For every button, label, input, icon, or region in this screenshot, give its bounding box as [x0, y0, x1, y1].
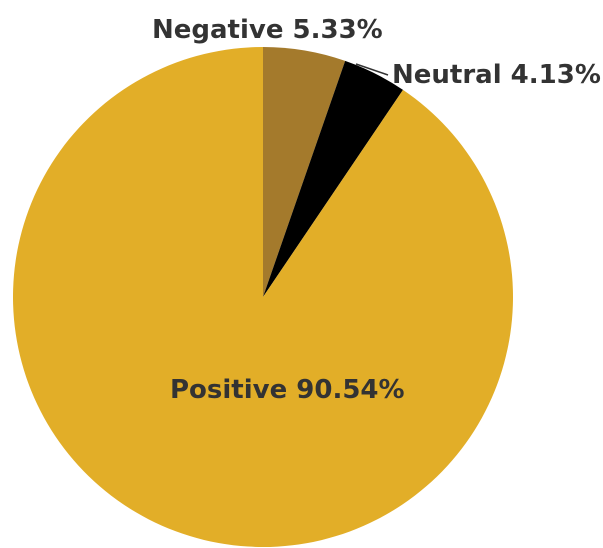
pie-slice-positive — [13, 47, 514, 547]
slice-label-positive: Positive 90.54% — [170, 375, 405, 405]
neutral-leader-line — [355, 63, 389, 76]
pie-slice-neutral — [263, 60, 404, 297]
pie-slices — [13, 47, 514, 547]
slice-label-neutral: Neutral 4.13% — [392, 60, 601, 90]
pie-slice-negative — [263, 47, 346, 297]
slice-label-negative: Negative 5.33% — [152, 15, 383, 45]
